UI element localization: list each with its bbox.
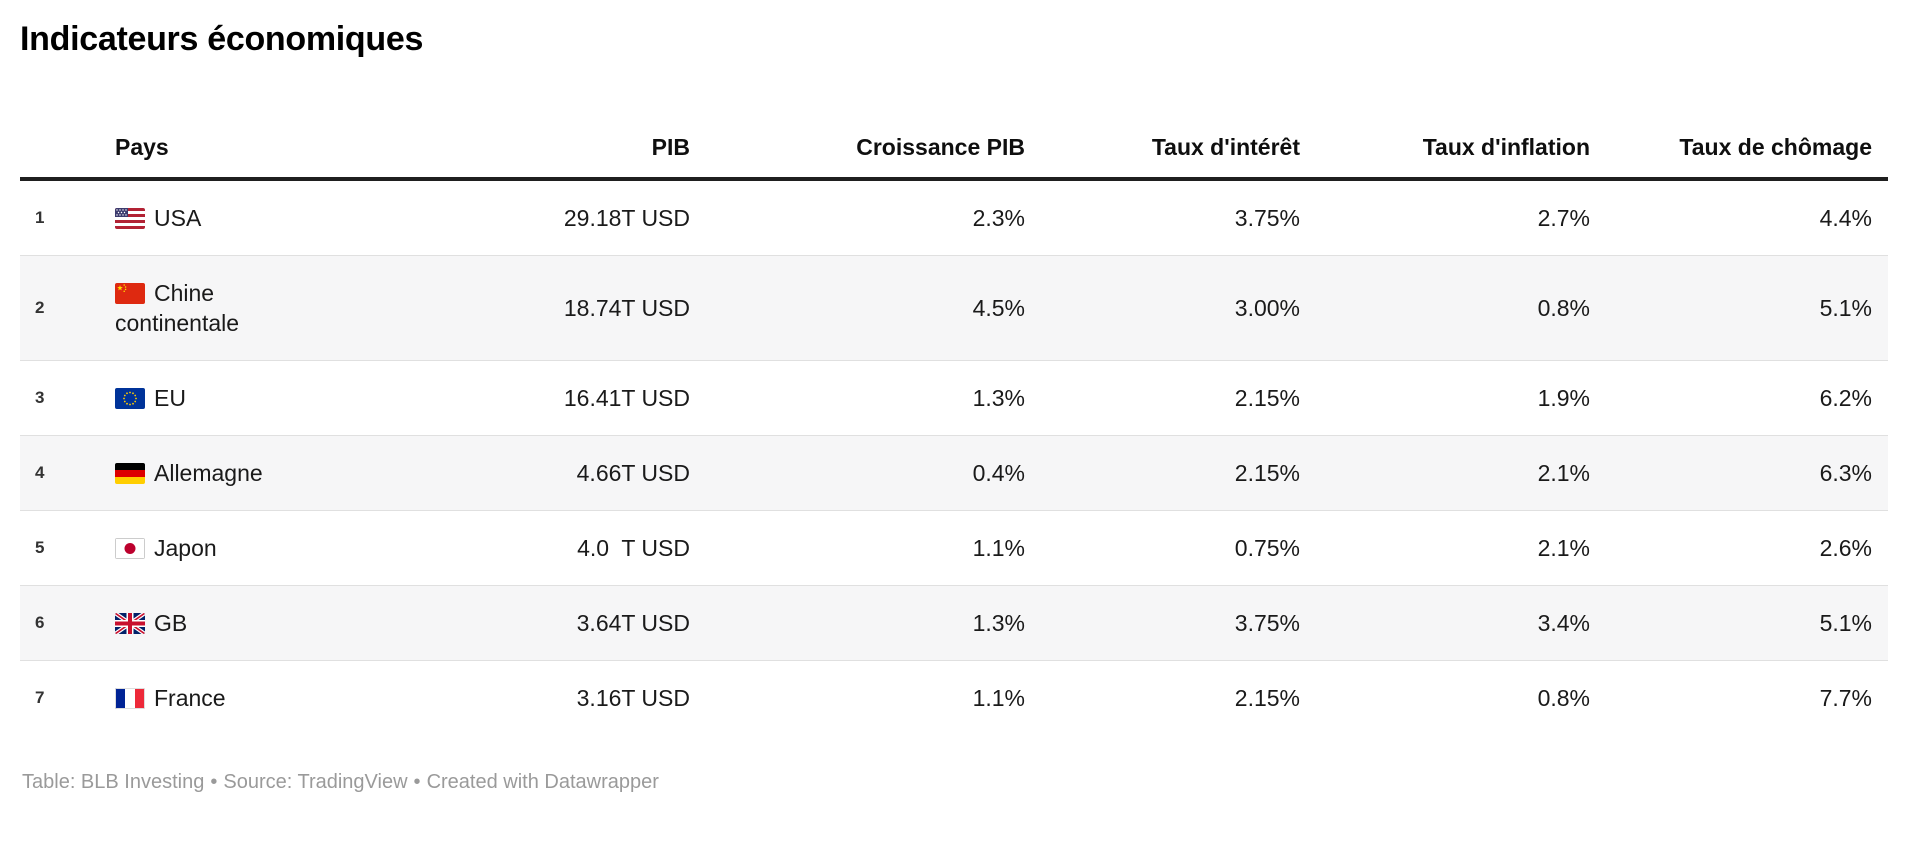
country-name: USA (154, 205, 202, 231)
croissance-cell: 1.1% (690, 660, 1025, 735)
country-cell: USA (115, 179, 315, 256)
country-name: France (154, 685, 226, 711)
interet-cell: 3.75% (1025, 585, 1300, 661)
footer-separator: • (413, 771, 421, 793)
economic-indicators-table: Pays PIB Croissance PIB Taux d'intérêt T… (20, 59, 1888, 735)
row-number: 2 (20, 255, 115, 361)
pib-cell: 16.41T USD (315, 360, 690, 436)
header-taux-interet: Taux d'intérêt (1025, 59, 1300, 181)
header-row-number (20, 59, 115, 181)
header-taux-inflation: Taux d'inflation (1300, 59, 1590, 181)
pib-cell: 4.66T USD (315, 435, 690, 511)
chomage-cell: 2.6% (1590, 510, 1888, 586)
country-name: Allemagne (154, 460, 263, 486)
country-cell: Chine continentale (115, 255, 315, 361)
croissance-cell: 1.3% (690, 585, 1025, 661)
inflation-cell: 0.8% (1300, 660, 1590, 735)
interet-cell: 2.15% (1025, 660, 1300, 735)
interet-cell: 0.75% (1025, 510, 1300, 586)
table-byline: Table: BLB Investing (22, 771, 205, 793)
header-row: Pays PIB Croissance PIB Taux d'intérêt T… (20, 59, 1888, 181)
interet-cell: 2.15% (1025, 435, 1300, 511)
inflation-cell: 2.1% (1300, 435, 1590, 511)
inflation-cell: 1.9% (1300, 360, 1590, 436)
pib-cell: 29.18T USD (563, 205, 690, 231)
table-row: 7 France 3.16T USD 1.1% 2.15% 0.8% 7.7% (20, 660, 1888, 735)
source-link[interactable]: Source: TradingView (223, 771, 408, 793)
header-taux-chomage: Taux de chômage (1590, 59, 1888, 181)
header-croissance-pib: Croissance PIB (690, 59, 1025, 181)
row-number: 7 (20, 660, 115, 735)
row-number: 4 (20, 435, 115, 511)
country-cell: Japon (115, 510, 315, 586)
chomage-cell: 4.4% (1819, 205, 1872, 231)
japan-flag-icon (115, 538, 145, 559)
uk-flag-icon (115, 613, 145, 634)
inflation-cell: 2.1% (1300, 510, 1590, 586)
chomage-cell: 5.1% (1590, 585, 1888, 661)
croissance-cell: 1.1% (690, 510, 1025, 586)
croissance-cell: 2.3% (972, 205, 1025, 231)
row-number: 6 (20, 585, 115, 661)
country-cell: EU (115, 360, 315, 436)
germany-flag-icon (115, 463, 145, 484)
table-row: 6 GB 3.64T USD 1.3% 3.75% 3.4% 5.1% (20, 585, 1888, 661)
inflation-cell: 3.4% (1300, 585, 1590, 661)
france-flag-icon (115, 688, 145, 709)
table-row: 5 Japon 4.0 T USD 1.1% 0.75% 2.1% 2.6% (20, 510, 1888, 586)
croissance-cell: 4.5% (690, 255, 1025, 361)
country-cell: GB (115, 585, 315, 661)
datawrapper-link[interactable]: Created with Datawrapper (426, 771, 659, 793)
header-pays: Pays (115, 59, 315, 181)
row-number: 1 (35, 208, 45, 227)
header-pib: PIB (315, 59, 690, 181)
country-cell: France (115, 660, 315, 735)
row-number: 3 (20, 360, 115, 436)
china-flag-icon (115, 283, 145, 304)
country-name: GB (154, 610, 188, 636)
croissance-cell: 0.4% (690, 435, 1025, 511)
chomage-cell: 7.7% (1590, 660, 1888, 735)
country-cell: Allemagne (115, 435, 315, 511)
table-footer: Table: BLB Investing • Source: TradingView… (22, 771, 1888, 794)
pib-cell: 3.64T USD (315, 585, 690, 661)
chomage-cell: 6.3% (1590, 435, 1888, 511)
row-number: 5 (20, 510, 115, 586)
table-row: 2 Chine continentale 18.74T USD 4.5% 3.0… (20, 255, 1888, 361)
page-title: Indicateurs économiques (20, 20, 424, 58)
croissance-cell: 1.3% (690, 360, 1025, 436)
table-row: 3 EU 16.41T USD 1.3% 2.15% 1.9% 6.2% (20, 360, 1888, 436)
eu-flag-icon (115, 388, 145, 409)
chomage-cell: 5.1% (1590, 255, 1888, 361)
pib-cell: 18.74T USD (315, 255, 690, 361)
interet-cell: 3.75% (1234, 205, 1300, 231)
pib-cell: 3.16T USD (315, 660, 690, 735)
chomage-cell: 6.2% (1590, 360, 1888, 436)
interet-cell: 3.00% (1025, 255, 1300, 361)
footer-separator: • (210, 771, 218, 793)
country-name: Chine continentale (115, 280, 240, 336)
table-row: 1 USA 29.18T USD 2.3% 3.75% 2.7% 4.4% (20, 179, 1888, 256)
usa-flag-icon (115, 208, 145, 229)
inflation-cell: 2.7% (1537, 205, 1590, 231)
country-name: Japon (154, 535, 217, 561)
inflation-cell: 0.8% (1300, 255, 1590, 361)
pib-cell: 4.0 T USD (315, 510, 690, 586)
interet-cell: 2.15% (1025, 360, 1300, 436)
country-name: EU (154, 385, 186, 411)
table-row: 4 Allemagne 4.66T USD 0.4% 2.15% 2.1% 6.… (20, 435, 1888, 511)
